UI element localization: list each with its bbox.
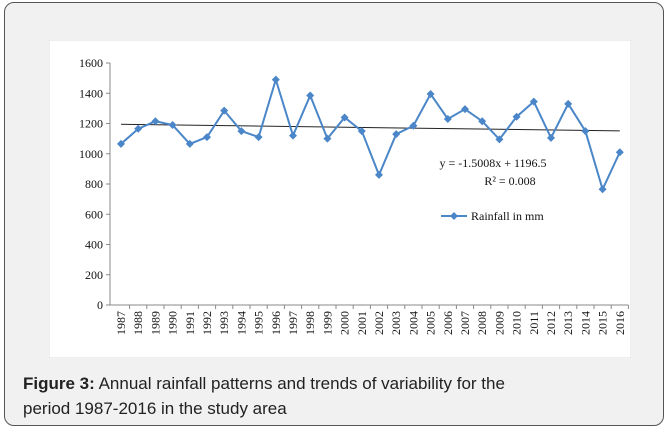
x-tick-label: 2008 xyxy=(475,311,489,335)
x-tick-label: 2015 xyxy=(596,311,610,335)
point-marker xyxy=(615,148,624,157)
x-tick-label: 1999 xyxy=(320,311,334,335)
point-marker xyxy=(168,121,177,130)
point-marker xyxy=(426,90,435,99)
point-marker xyxy=(151,117,160,126)
x-tick-label: 2009 xyxy=(492,311,506,335)
trend-r2: R² = 0.008 xyxy=(484,174,535,188)
legend-marker xyxy=(450,212,458,220)
point-marker xyxy=(461,105,469,114)
point-marker xyxy=(443,114,452,123)
y-tick-label: 1400 xyxy=(79,86,103,100)
x-tick-label: 2016 xyxy=(613,311,627,335)
point-marker xyxy=(117,139,125,148)
caption-line: Annual rainfall patterns and trends of v… xyxy=(98,374,505,393)
point-marker xyxy=(203,133,211,142)
point-marker xyxy=(478,117,487,126)
x-tick-label: 2013 xyxy=(561,311,575,335)
point-marker xyxy=(392,130,401,139)
x-tick-label: 1993 xyxy=(217,311,231,335)
x-tick-label: 1987 xyxy=(114,311,128,335)
point-marker xyxy=(220,106,229,115)
x-tick-label: 2000 xyxy=(338,311,352,335)
x-tick-label: 2010 xyxy=(510,311,524,335)
x-tick-label: 1998 xyxy=(303,311,317,335)
point-marker xyxy=(323,134,332,143)
point-marker xyxy=(564,99,573,108)
trend-line xyxy=(120,123,620,132)
x-tick-label: 1994 xyxy=(234,311,248,335)
x-tick-label: 1992 xyxy=(200,311,214,335)
point-marker xyxy=(289,131,297,140)
trend-equation: y = -1.5008x + 1196.5 xyxy=(439,156,546,170)
legend-label: Rainfall in mm xyxy=(471,209,544,223)
chart: y = -1.5008x + 1196.5 R² = 0.008 0 200 400… xyxy=(49,40,631,358)
point-marker xyxy=(409,121,418,130)
point-marker xyxy=(375,170,383,179)
point-marker xyxy=(271,75,280,84)
y-tick-label: 0 xyxy=(97,298,103,312)
point-marker xyxy=(495,135,504,144)
point-marker xyxy=(134,124,143,133)
x-tick-label: 2012 xyxy=(544,311,558,335)
point-marker xyxy=(547,133,555,142)
chart-background xyxy=(49,40,631,358)
x-tick-label: 2007 xyxy=(458,311,472,335)
series-line xyxy=(120,76,621,193)
x-tick-label: 1990 xyxy=(166,311,180,335)
x-tick-label: 2006 xyxy=(441,311,455,335)
x-tick-label: 2001 xyxy=(355,311,369,335)
caption-label: Figure 3: xyxy=(23,374,95,393)
point-marker xyxy=(581,127,590,136)
y-tick-label: 400 xyxy=(85,238,103,252)
x-tick-label: 2003 xyxy=(389,311,403,335)
point-marker xyxy=(529,97,538,106)
x-tick-label: 1989 xyxy=(148,311,162,335)
x-tick-label: 1988 xyxy=(131,311,145,335)
point-marker xyxy=(185,139,194,148)
point-marker xyxy=(254,133,263,142)
x-tick-label: 2002 xyxy=(372,311,386,335)
point-marker xyxy=(598,185,607,194)
x-tick-label: 1996 xyxy=(269,311,283,335)
y-tick-label: 800 xyxy=(85,177,103,191)
y-tick-label: 1200 xyxy=(79,117,103,131)
y-tick-label: 200 xyxy=(85,268,103,282)
x-tick-label: 2004 xyxy=(406,311,420,335)
point-marker xyxy=(340,113,349,122)
x-tick-label: 2011 xyxy=(527,311,541,335)
x-tick-label: 1997 xyxy=(286,311,300,335)
point-marker xyxy=(306,91,315,100)
caption: Figure 3: Annual rainfall patterns and t… xyxy=(23,371,505,421)
x-tick-label: 1995 xyxy=(252,311,266,335)
x-tick-label: 2005 xyxy=(424,311,438,335)
x-tick-label: 2014 xyxy=(578,311,592,335)
point-marker xyxy=(512,112,521,121)
point-marker xyxy=(237,127,246,136)
figure-frame: y = -1.5008x + 1196.5 R² = 0.008 0 200 400… xyxy=(4,2,664,426)
x-tick-label: 1991 xyxy=(183,311,197,335)
caption-line: period 1987-2016 in the study area xyxy=(23,399,287,418)
y-tick-label: 1600 xyxy=(79,56,103,70)
point-marker xyxy=(357,127,366,136)
y-tick-label: 600 xyxy=(85,207,103,221)
y-tick-label: 1000 xyxy=(79,147,103,161)
